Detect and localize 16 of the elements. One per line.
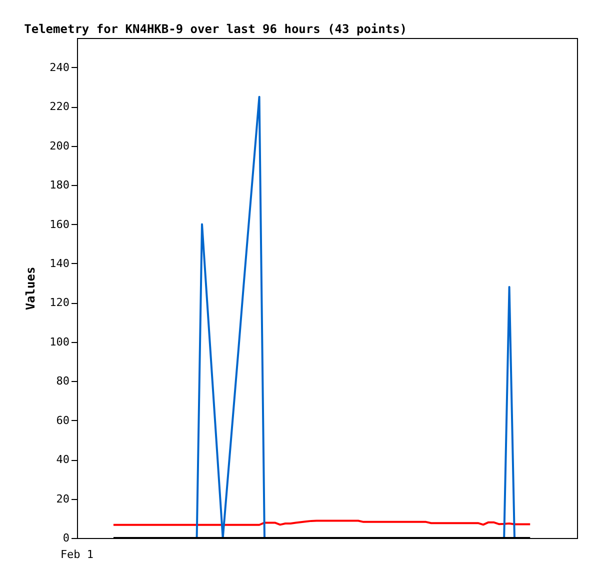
y-tick-label: 20 bbox=[56, 492, 70, 506]
chart-title: Telemetry for KN4HKB-9 over last 96 hours (43 points) bbox=[24, 22, 408, 36]
y-tick-label: 220 bbox=[50, 100, 70, 114]
y-tick-label: 80 bbox=[56, 374, 70, 388]
text: Feb 1 bbox=[60, 548, 94, 561]
y-tick-label: 180 bbox=[50, 178, 70, 192]
y-tick-label: 200 bbox=[50, 139, 70, 152]
y-tick-label: 160 bbox=[50, 218, 70, 231]
y-tick-label: 140 bbox=[50, 256, 70, 270]
y-tick-label: 60 bbox=[56, 414, 70, 427]
y-tick-label: 0 bbox=[62, 532, 70, 544]
y-tick-label: 100 bbox=[50, 335, 70, 348]
y-tick-label: 240 bbox=[50, 60, 70, 74]
y-axis-title: Values bbox=[24, 266, 38, 310]
y-tick-label: 40 bbox=[56, 453, 70, 466]
y-tick-label: 120 bbox=[50, 296, 70, 310]
